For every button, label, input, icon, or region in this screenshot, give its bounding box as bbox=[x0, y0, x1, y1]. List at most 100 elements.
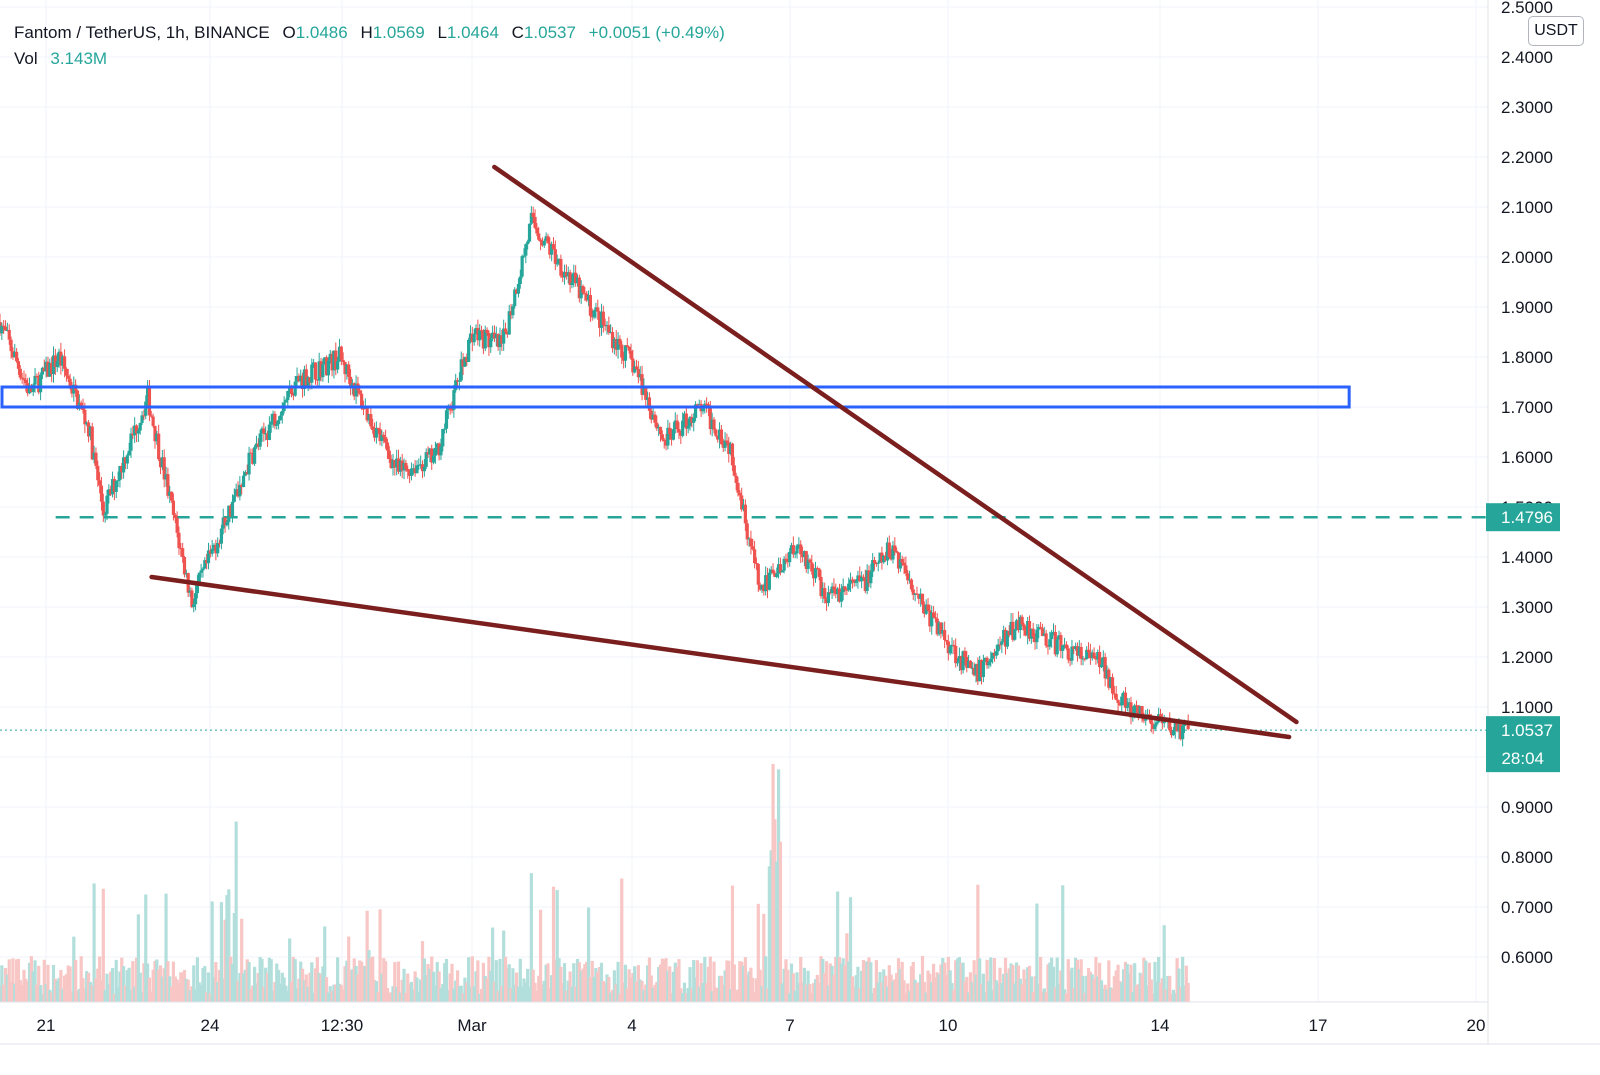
volume-bar bbox=[503, 956, 508, 1002]
volume-bar bbox=[86, 972, 91, 1002]
volume-bar bbox=[668, 966, 672, 1002]
candle-body bbox=[380, 434, 384, 441]
candle-body bbox=[481, 331, 485, 349]
volume-bar bbox=[299, 961, 303, 1002]
candle-body bbox=[983, 657, 987, 662]
volume-bar bbox=[92, 883, 96, 1002]
volume-bar bbox=[225, 895, 229, 1002]
candle-body bbox=[874, 563, 878, 565]
candle-body bbox=[784, 558, 788, 561]
candle-body bbox=[992, 652, 997, 656]
candle-body bbox=[415, 465, 419, 474]
volume-bar bbox=[732, 964, 736, 1002]
volume-bar bbox=[1081, 975, 1085, 1002]
candle-body bbox=[127, 450, 131, 456]
volume-bar bbox=[280, 972, 284, 1002]
volume-bar bbox=[1044, 992, 1048, 1002]
candle-body bbox=[278, 415, 283, 421]
volume-bar bbox=[974, 974, 978, 1002]
volume-bar bbox=[450, 963, 454, 1002]
x-tick-label: 14 bbox=[1151, 1016, 1170, 1035]
candle-body bbox=[978, 659, 982, 682]
candle-body bbox=[313, 362, 318, 380]
x-tick-label: 12:30 bbox=[321, 1016, 364, 1035]
candle-body bbox=[880, 552, 884, 563]
candle-body bbox=[769, 569, 773, 573]
volume-bar bbox=[18, 980, 22, 1002]
candle-body bbox=[1099, 664, 1104, 668]
candle-body bbox=[147, 386, 152, 416]
candle-body bbox=[372, 429, 377, 438]
volume-bar bbox=[177, 982, 181, 1002]
candle-body bbox=[391, 460, 395, 468]
candle-body bbox=[367, 414, 371, 421]
candle-body bbox=[197, 572, 201, 584]
volume-bar bbox=[952, 989, 956, 1002]
volume-bar bbox=[845, 933, 849, 1002]
volume-bar bbox=[867, 957, 871, 1002]
candle-body bbox=[692, 417, 696, 423]
candle-body bbox=[164, 474, 168, 480]
candle-body bbox=[280, 410, 284, 416]
volume-bar bbox=[85, 971, 89, 1002]
candle-body bbox=[756, 564, 760, 585]
volume-bar bbox=[1118, 981, 1122, 1002]
volume-bar bbox=[1042, 988, 1046, 1002]
candle-body bbox=[1107, 669, 1111, 688]
symbol-title[interactable]: Fantom / TetherUS, 1h, BINANCE bbox=[14, 23, 270, 42]
volume-bar bbox=[1000, 982, 1004, 1002]
candle-body bbox=[273, 413, 277, 426]
candle-body bbox=[946, 641, 950, 654]
volume-bar bbox=[610, 989, 615, 1002]
candle-body bbox=[841, 586, 845, 593]
candle-body bbox=[701, 408, 705, 412]
volume-bar bbox=[531, 969, 535, 1002]
volume-bar bbox=[336, 957, 340, 1002]
volume-bar bbox=[487, 956, 491, 1002]
volume-bar bbox=[666, 970, 670, 1002]
volume-bar bbox=[664, 958, 668, 1002]
candle-body bbox=[199, 570, 203, 573]
candle-body bbox=[780, 570, 784, 573]
candle-body bbox=[1175, 722, 1179, 732]
candle-body bbox=[812, 571, 816, 579]
candle-body bbox=[1140, 706, 1144, 719]
candle-body bbox=[472, 334, 476, 343]
candle-body bbox=[1059, 635, 1063, 651]
candle-body bbox=[116, 480, 120, 482]
candle-body bbox=[1088, 652, 1092, 659]
volume-bar bbox=[723, 970, 727, 1002]
volume-bar bbox=[452, 988, 456, 1002]
volume-bar bbox=[703, 956, 707, 1002]
candle-body bbox=[594, 307, 598, 311]
volume-bar bbox=[264, 967, 268, 1002]
volume-bar bbox=[103, 990, 107, 1002]
volume-bar bbox=[144, 894, 148, 1002]
candle-body bbox=[562, 271, 567, 278]
volume-bar bbox=[616, 961, 620, 1002]
volume-bar bbox=[622, 982, 626, 1002]
volume-bar bbox=[527, 987, 532, 1002]
candle-body bbox=[968, 660, 973, 669]
volume-bar bbox=[16, 958, 21, 1002]
volume-bar bbox=[885, 986, 890, 1002]
volume-bar bbox=[568, 971, 572, 1002]
candle-body bbox=[1007, 631, 1011, 636]
volume-bar bbox=[808, 984, 812, 1002]
currency-button[interactable]: USDT bbox=[1528, 16, 1584, 46]
candle-body bbox=[658, 426, 663, 435]
volume-bar bbox=[1147, 962, 1152, 1002]
volume-bar bbox=[133, 986, 137, 1002]
candle-body bbox=[596, 307, 600, 312]
volume-bar bbox=[59, 969, 63, 1002]
candle-body bbox=[42, 367, 46, 372]
candle-body bbox=[443, 428, 447, 430]
volume-bar bbox=[293, 959, 297, 1002]
volume-bar bbox=[142, 963, 146, 1002]
candle-body bbox=[40, 367, 45, 375]
y-tick-label: 2.0000 bbox=[1501, 248, 1553, 267]
candle-body bbox=[527, 223, 532, 242]
volume-bar bbox=[599, 962, 604, 1002]
